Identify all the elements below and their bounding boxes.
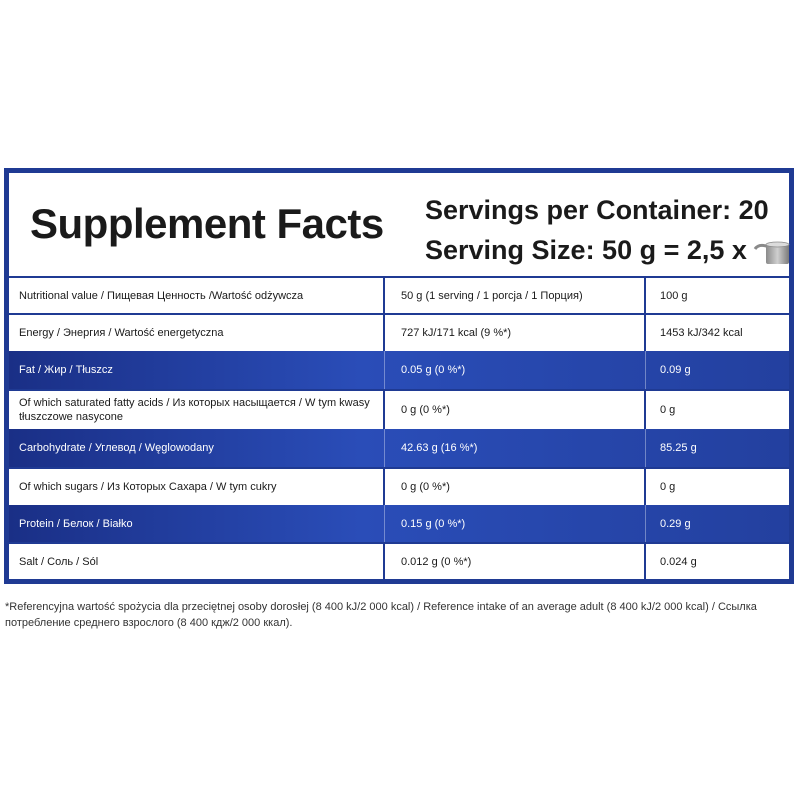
nutrient-label: Of which sugars / Из Которых Сахара / W … xyxy=(9,469,384,505)
table-row: Of which saturated fatty acids / Из кото… xyxy=(9,389,789,429)
per-serving-value: 50 g (1 serving / 1 porcja / 1 Порция) xyxy=(384,278,645,313)
nutrient-label: Energy / Энергия / Wartość energetyczna xyxy=(9,315,384,351)
per-serving-value: 727 kJ/171 kcal (9 %*) xyxy=(384,315,645,351)
per-serving-value: 0 g (0 %*) xyxy=(384,391,645,429)
per-serving-value: 0.15 g (0 %*) xyxy=(384,505,645,542)
table-row: Protein / Белок / Białko 0.15 g (0 %*) 0… xyxy=(9,505,789,542)
table-row: Fat / Жир / Tłuszcz 0.05 g (0 %*) 0.09 g xyxy=(9,351,789,389)
per-serving-value: 0.012 g (0 %*) xyxy=(384,544,645,579)
nutrient-label: Protein / Белок / Białko xyxy=(19,517,133,530)
scoop-icon xyxy=(753,241,790,264)
panel-header: Supplement Facts Servings per Container:… xyxy=(9,173,791,276)
supplement-facts-panel: Supplement Facts Servings per Container:… xyxy=(4,168,794,584)
per-100g-value: 0.024 g xyxy=(645,544,789,579)
per-serving-value: 0 g (0 %*) xyxy=(384,469,645,505)
table-row: Nutritional value / Пищевая Ценность /Wa… xyxy=(9,276,789,313)
nutrient-label: Carbohydrate / Углевод / Węglowodany xyxy=(19,442,214,454)
per-100g-value: 0 g xyxy=(645,391,789,429)
serving-size: Serving Size: 50 g = 2,5 x xyxy=(425,235,747,265)
table-row: Salt / Соль / Sól 0.012 g (0 %*) 0.024 g xyxy=(9,542,789,579)
per-100g-value: 100 g xyxy=(645,278,789,313)
table-row: Energy / Энергия / Wartość energetyczna … xyxy=(9,313,789,351)
nutrition-table: Nutritional value / Пищевая Ценность /Wa… xyxy=(9,276,789,579)
table-row: Of which sugars / Из Которых Сахара / W … xyxy=(9,467,789,505)
serving-size-line: Serving Size: 50 g = 2,5 x xyxy=(425,235,791,266)
per-serving-value: 0.05 g (0 %*) xyxy=(384,351,645,389)
per-100g-value: 0.09 g xyxy=(645,351,789,389)
per-100g-value: 1453 kJ/342 kcal xyxy=(645,315,789,351)
nutrient-label: Salt / Соль / Sól xyxy=(9,544,384,579)
nutrient-label: Of which saturated fatty acids / Из кото… xyxy=(9,391,384,429)
panel-title: Supplement Facts xyxy=(30,200,384,247)
per-100g-value: 0 g xyxy=(645,469,789,505)
footnote: *Referencyjna wartość spożycia dla przec… xyxy=(5,601,757,629)
per-100g-value: 0.29 g xyxy=(645,505,789,542)
servings-per-container: Servings per Container: 20 xyxy=(425,195,769,225)
per-100g-value: 85.25 g xyxy=(645,429,789,467)
table-row: Carbohydrate / Углевод / Węglowodany 42.… xyxy=(9,429,789,467)
nutrient-label: Nutritional value / Пищевая Ценность /Wa… xyxy=(9,278,384,313)
per-serving-value: 42.63 g (16 %*) xyxy=(384,429,645,467)
nutrient-label: Fat / Жир / Tłuszcz xyxy=(19,364,113,376)
